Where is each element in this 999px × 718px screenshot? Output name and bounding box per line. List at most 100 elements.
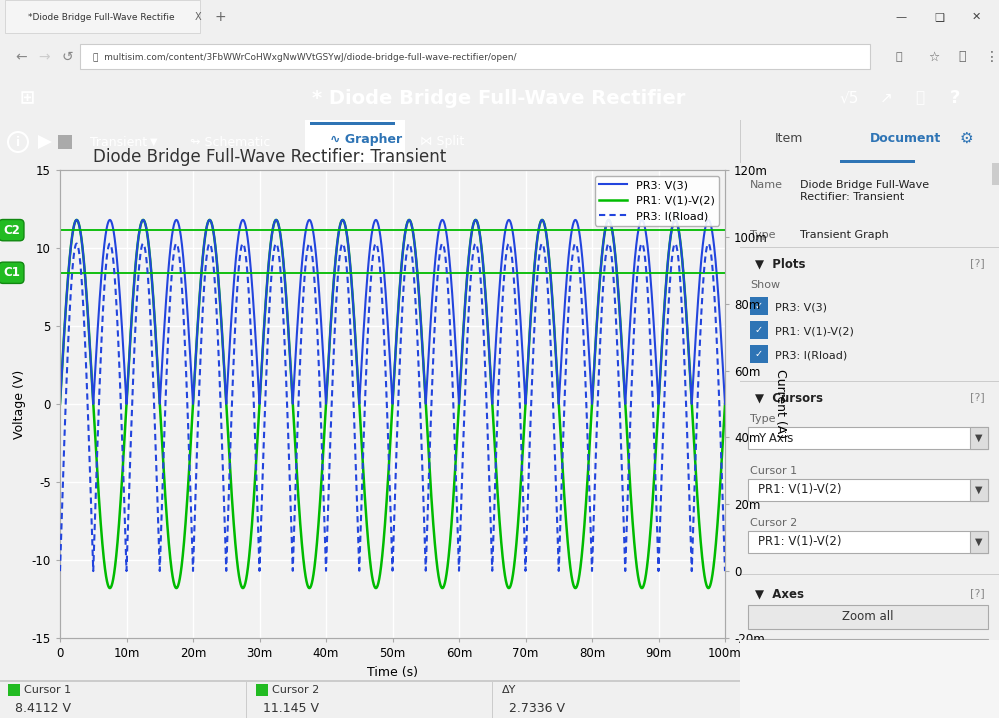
PR1: V(1)-V(2): (0.0716, 10): V(1)-V(2): (0.0716, 10) (530, 243, 542, 252)
Text: Cursor 2: Cursor 2 (750, 518, 797, 528)
Text: Cursor 2: Cursor 2 (272, 685, 320, 695)
PR3: V(3): (0.0249, 0.547): V(3): (0.0249, 0.547) (220, 391, 232, 400)
Bar (0, 680, 740, 682)
Text: Transient: Transient (90, 136, 147, 149)
Text: ?: ? (950, 89, 960, 107)
Text: →: → (38, 50, 50, 64)
PR3: V(3): (0.0473, 11.7): V(3): (0.0473, 11.7) (369, 217, 381, 225)
PR3: I(Rload): (0.0473, 0.0972): I(Rload): (0.0473, 0.0972) (369, 242, 381, 251)
PR1: V(1)-V(2): (0.1, 5.49e-14): V(1)-V(2): (0.1, 5.49e-14) (719, 400, 731, 409)
Bar (748, 479, 988, 501)
PR3: V(3): (0.0716, 10): V(3): (0.0716, 10) (530, 243, 542, 252)
Text: Name: Name (750, 180, 783, 190)
Text: ΔY: ΔY (502, 685, 516, 695)
PR1: V(1)-V(2): (0.0025, 11.8): V(1)-V(2): (0.0025, 11.8) (71, 215, 83, 224)
Text: ∿ Grapher: ∿ Grapher (330, 133, 403, 146)
PR3: I(Rload): (0.0935, 0.0784): I(Rload): (0.0935, 0.0784) (676, 305, 688, 314)
Text: PR1: V(1)-V(2): PR1: V(1)-V(2) (758, 483, 841, 497)
Bar (840, 160, 915, 163)
Bar (310, 122, 395, 125)
Text: PR1: V(1)-V(2): PR1: V(1)-V(2) (775, 326, 854, 336)
Text: ☆: ☆ (928, 50, 939, 63)
Text: ❑: ❑ (934, 12, 944, 22)
PR3: V(3): (0.0935, 9.44): V(3): (0.0935, 9.44) (676, 253, 688, 261)
PR3: I(Rload): (0, 0): I(Rload): (0, 0) (54, 567, 66, 575)
PR1: V(1)-V(2): (0.0249, 0.547): V(1)-V(2): (0.0249, 0.547) (220, 391, 232, 400)
PR3: I(Rload): (0.0642, 0.0473): I(Rload): (0.0642, 0.0473) (481, 409, 493, 417)
PR1: V(1)-V(2): (0.0473, -11.7): V(1)-V(2): (0.0473, -11.7) (369, 582, 381, 591)
Text: 🔒  multisim.com/content/3FbWWrCoHWxgNwWVtGSYwJ/diode-bridge-full-wave-rectifier/: 🔒 multisim.com/content/3FbWWrCoHWxgNwWVt… (93, 52, 516, 62)
Bar (750, 321, 768, 339)
Text: ⊞: ⊞ (20, 89, 35, 107)
Text: |∿∿  Voltage (V): |∿∿ Voltage (V) (820, 645, 916, 658)
Text: ⛶: ⛶ (915, 90, 924, 106)
Bar (992, 163, 999, 185)
Text: ▼: ▼ (150, 137, 158, 147)
Text: [?]: [?] (970, 392, 985, 402)
PR3: I(Rload): (0.1, 4.56e-16): I(Rload): (0.1, 4.56e-16) (719, 567, 731, 575)
Bar (970, 531, 988, 553)
PR1: V(1)-V(2): (0, 0): V(1)-V(2): (0, 0) (54, 400, 66, 409)
PR3: I(Rload): (0.0025, 0.098): I(Rload): (0.0025, 0.098) (71, 239, 83, 248)
Bar (748, 427, 988, 449)
Text: 11.145 V: 11.145 V (263, 701, 319, 714)
Text: Document: Document (870, 131, 941, 144)
Bar (5, 0, 200, 33)
PR1: V(1)-V(2): (0.0605, 3.53): V(1)-V(2): (0.0605, 3.53) (457, 345, 469, 353)
Text: C2: C2 (3, 223, 20, 237)
PR3: V(3): (0.0025, 11.8): V(3): (0.0025, 11.8) (71, 215, 83, 224)
Line: PR3: V(3): PR3: V(3) (60, 220, 725, 404)
PR3: V(3): (0.0605, 3.53): V(3): (0.0605, 3.53) (457, 345, 469, 353)
Text: Type: Type (750, 230, 775, 240)
PR3: V(3): (0, 0): V(3): (0, 0) (54, 400, 66, 409)
Text: ✓: ✓ (755, 325, 763, 335)
Text: ⚙: ⚙ (960, 131, 974, 146)
PR1: V(1)-V(2): (0.0975, -11.8): V(1)-V(2): (0.0975, -11.8) (702, 584, 714, 592)
Text: ↗: ↗ (880, 90, 893, 106)
Bar (750, 345, 768, 363)
PR3: I(Rload): (0.0249, 0.00454): I(Rload): (0.0249, 0.00454) (220, 551, 232, 560)
Text: ▼: ▼ (975, 485, 983, 495)
Text: ▼: ▼ (975, 433, 983, 443)
PR3: I(Rload): (0.0605, 0.0293): I(Rload): (0.0605, 0.0293) (457, 469, 469, 477)
Text: Transient Graph: Transient Graph (800, 230, 889, 240)
Bar (8, 684, 20, 696)
Text: Cursor 1: Cursor 1 (24, 685, 71, 695)
Text: ▼  Axes: ▼ Axes (755, 588, 804, 601)
Bar (58, 135, 72, 149)
Text: ✕: ✕ (972, 12, 981, 22)
Bar (740, 574, 999, 575)
Line: PR1: V(1)-V(2): PR1: V(1)-V(2) (60, 220, 725, 588)
Text: ↬ Schematic: ↬ Schematic (190, 136, 271, 149)
Bar (740, 247, 999, 248)
Bar (970, 479, 988, 501)
Polygon shape (38, 135, 52, 149)
Bar (492, 680, 493, 718)
Text: Diode Bridge Full-Wave Rectifier: Transient: Diode Bridge Full-Wave Rectifier: Transi… (93, 148, 447, 166)
Text: Zoom all: Zoom all (842, 610, 894, 623)
Bar (740, 120, 741, 163)
Text: * Diode Bridge Full-Wave Rectifier: * Diode Bridge Full-Wave Rectifier (313, 88, 685, 108)
Bar (256, 684, 268, 696)
Bar (80, 44, 870, 69)
Bar (748, 531, 988, 553)
Text: PR1: V(1)-V(2): PR1: V(1)-V(2) (758, 536, 841, 549)
Y-axis label: Voltage (V): Voltage (V) (13, 369, 26, 439)
Text: X: X (195, 12, 202, 22)
Text: ▼  Cursors: ▼ Cursors (755, 392, 823, 405)
Bar (748, 605, 988, 629)
Text: *Diode Bridge Full-Wave Rectifie: *Diode Bridge Full-Wave Rectifie (28, 12, 175, 22)
Legend: PR3: V(3), PR1: V(1)-V(2), PR3: I(Rload): PR3: V(3), PR1: V(1)-V(2), PR3: I(Rload) (595, 176, 719, 225)
PR3: V(3): (0.1, 5.49e-14): V(3): (0.1, 5.49e-14) (719, 400, 731, 409)
Text: Y Axis: Y Axis (758, 432, 793, 444)
Text: ↺: ↺ (62, 50, 74, 64)
Text: 8.4112 V: 8.4112 V (15, 701, 71, 714)
Text: +: + (215, 10, 227, 24)
PR1: V(1)-V(2): (0.0642, 5.7): V(1)-V(2): (0.0642, 5.7) (481, 311, 493, 320)
Text: [?]: [?] (970, 588, 985, 598)
Text: Type: Type (750, 414, 775, 424)
Text: ▼: ▼ (975, 537, 983, 547)
Bar (740, 381, 999, 382)
Text: ▼  Plots: ▼ Plots (755, 258, 805, 271)
X-axis label: Time (s): Time (s) (367, 666, 418, 679)
